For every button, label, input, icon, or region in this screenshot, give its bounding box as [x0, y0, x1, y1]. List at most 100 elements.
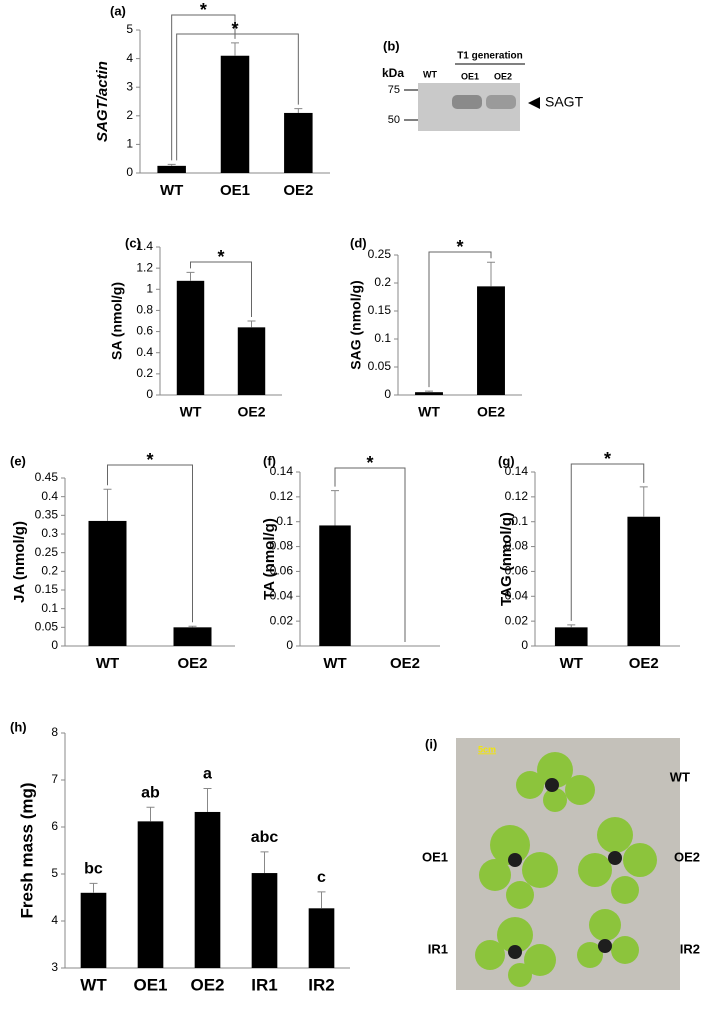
y-tick-label: 0.1: [41, 601, 58, 615]
y-tick-label: 8: [51, 725, 58, 739]
y-tick-label: 0.12: [270, 489, 294, 503]
y-tick-label: 0.25: [35, 545, 59, 559]
bar: [627, 516, 661, 646]
marker-label: 75: [388, 84, 400, 96]
y-axis-label: SAG (nmol/g): [348, 280, 364, 369]
bar: [194, 811, 221, 968]
bar: [251, 873, 278, 968]
x-tick-label: WT: [96, 655, 119, 672]
y-tick-label: 0.3: [41, 526, 58, 540]
y-tick-label: 0: [146, 387, 153, 401]
y-tick-label: 0: [126, 165, 133, 179]
x-tick-label: WT: [160, 182, 183, 199]
y-tick-label: 1.4: [136, 239, 153, 253]
band-label: SAGT: [545, 94, 584, 110]
lane-label: OE2: [494, 71, 512, 81]
y-tick-label: 0.15: [368, 303, 392, 317]
lane-label: OE1: [461, 71, 479, 81]
significance-bracket: [107, 464, 193, 623]
y-tick-label: 0.05: [35, 620, 59, 634]
y-tick-label: 0.2: [136, 366, 153, 380]
line-label: OE2: [674, 849, 700, 864]
bar: [237, 327, 266, 395]
y-tick-label: 0.2: [41, 564, 58, 578]
x-tick-label: OE1: [133, 975, 167, 994]
significance-bracket: [171, 14, 236, 161]
line-label: IR1: [428, 941, 448, 956]
y-tick-label: 2: [126, 108, 133, 122]
blot-band: [486, 95, 516, 109]
bar: [157, 165, 186, 173]
y-tick-label: 0.06: [505, 564, 529, 578]
panel-label: (a): [110, 3, 126, 18]
blot-band: [452, 95, 482, 109]
y-tick-label: 0.05: [368, 359, 392, 373]
error-bar: [317, 891, 326, 909]
y-tick-label: 0.02: [270, 613, 294, 627]
panel-label: (d): [350, 235, 367, 250]
y-axis-label: Fresh mass (mg): [17, 782, 36, 918]
significance-star: *: [231, 19, 238, 39]
y-tick-label: 0: [51, 638, 58, 652]
y-axis-label: SA (nmol/g): [109, 282, 125, 360]
bar: [477, 286, 505, 395]
x-tick-label: WT: [180, 404, 202, 420]
y-tick-label: 0.08: [505, 539, 529, 553]
y-tick-label: 0.25: [368, 247, 392, 261]
significance-star: *: [456, 237, 463, 257]
y-tick-label: 1: [146, 281, 153, 295]
x-tick-label: OE2: [177, 655, 207, 672]
significance-bracket: [334, 467, 406, 642]
panel-label: (g): [498, 453, 515, 468]
y-tick-label: 0.04: [505, 588, 529, 602]
significance-bracket: [428, 251, 492, 388]
scale-label: 5cm: [478, 744, 496, 754]
bar: [88, 520, 127, 646]
y-tick-label: 3: [51, 960, 58, 974]
error-bar: [331, 490, 339, 526]
lane-label: WT: [423, 69, 437, 79]
bar-label: a: [203, 766, 212, 783]
y-tick-label: 0.1: [511, 514, 528, 528]
panel-label: (b): [383, 38, 400, 53]
y-tick-label: 0.02: [505, 613, 529, 627]
error-bar: [89, 882, 98, 893]
bar: [176, 280, 205, 395]
y-tick-label: 0.14: [505, 464, 529, 478]
x-tick-label: OE2: [390, 655, 420, 672]
y-tick-label: 1: [126, 137, 133, 151]
error-bar: [146, 806, 155, 822]
bar: [80, 892, 107, 968]
y-tick-label: 5: [51, 866, 58, 880]
y-tick-label: 0.1: [276, 514, 293, 528]
x-tick-label: OE2: [190, 975, 224, 994]
y-tick-label: 0.4: [41, 489, 58, 503]
y-tick-label: 4: [126, 51, 133, 65]
x-tick-label: OE2: [283, 182, 313, 199]
bar: [284, 112, 313, 173]
error-bar: [247, 320, 256, 328]
x-tick-label: OE1: [220, 182, 250, 199]
y-axis-label: JA (nmol/g): [11, 521, 28, 603]
plants: [475, 752, 657, 987]
y-axis-label: TAG (nmol/g): [498, 512, 515, 606]
y-axis-label: TA (nmol/g): [261, 518, 278, 600]
bar: [173, 627, 212, 646]
error-bar: [186, 271, 195, 281]
panel-label: (e): [10, 453, 26, 468]
y-tick-label: 0.35: [35, 508, 59, 522]
y-tick-label: 4: [51, 913, 58, 927]
error-bar: [260, 851, 269, 874]
error-bar: [639, 486, 648, 517]
blot-unit: kDa: [382, 66, 404, 80]
error-bar: [294, 108, 303, 113]
y-tick-label: 0.15: [35, 582, 59, 596]
significance-bracket: [176, 33, 299, 161]
error-bar: [425, 390, 433, 393]
y-tick-label: 1.2: [136, 260, 153, 274]
y-tick-label: 7: [51, 772, 58, 786]
error-bar: [567, 624, 576, 628]
significance-star: *: [366, 453, 373, 473]
panel-label: (c): [125, 235, 141, 250]
